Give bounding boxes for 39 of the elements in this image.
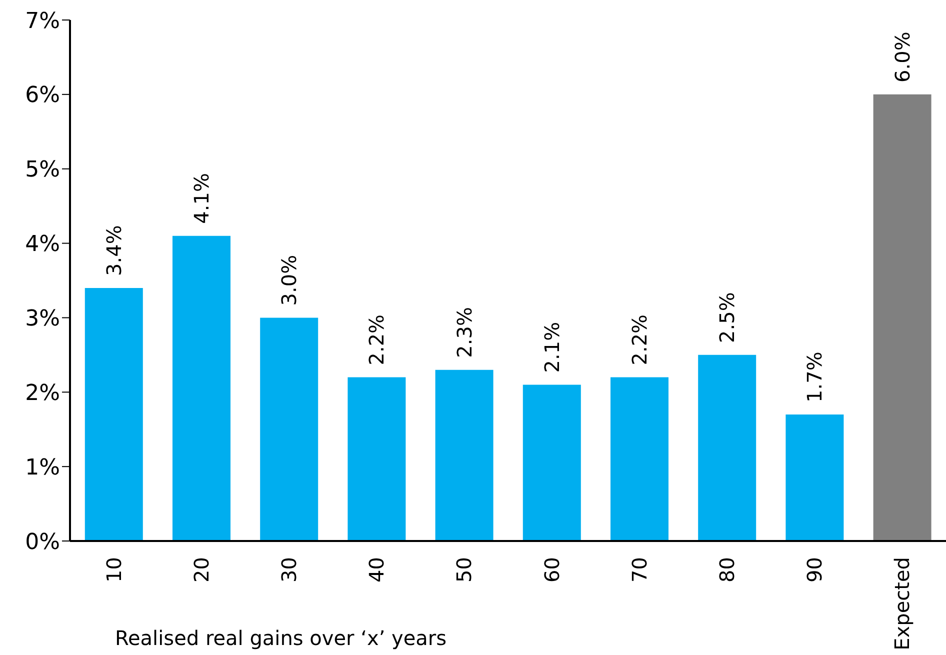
bar xyxy=(172,236,230,541)
data-label: 4.1% xyxy=(189,173,214,224)
bar xyxy=(522,384,581,541)
bar xyxy=(873,94,932,541)
x-tick-label: 40 xyxy=(364,557,389,582)
x-tick-label: 90 xyxy=(802,557,827,582)
data-label: 1.7% xyxy=(802,352,827,402)
data-label: 6.0% xyxy=(890,32,914,82)
data-label: 2.2% xyxy=(364,314,389,366)
data-label: 3.0% xyxy=(277,254,302,306)
y-tick-label: 4% xyxy=(25,232,60,258)
bar xyxy=(435,370,494,541)
x-tick-label: 70 xyxy=(627,557,652,582)
data-label: 2.3% xyxy=(452,307,476,358)
x-tick-label: 50 xyxy=(452,557,476,582)
data-label: 2.2% xyxy=(627,314,652,366)
y-tick-label: 6% xyxy=(25,83,60,108)
y-tick-label: 3% xyxy=(25,306,60,332)
x-tick-label: 20 xyxy=(189,557,214,582)
bar xyxy=(260,318,318,541)
bar xyxy=(786,414,844,541)
data-label: 3.4% xyxy=(102,225,126,276)
y-tick-label: 7% xyxy=(25,8,60,34)
x-tick-label: 60 xyxy=(540,557,564,582)
x-tick-label: 30 xyxy=(277,557,301,582)
bar xyxy=(610,377,668,541)
x-tick-label: 10 xyxy=(102,557,126,582)
x-tick-label: Expected xyxy=(890,557,914,650)
data-label: 2.1% xyxy=(540,322,564,373)
y-tick-label: 2% xyxy=(25,380,60,406)
y-tick-label: 5% xyxy=(25,158,60,183)
x-tick-label: 80 xyxy=(715,557,739,582)
y-tick-label: 1% xyxy=(25,455,60,480)
x-axis-title: Realised real gains over ‘x’ years xyxy=(115,626,447,650)
data-label: 2.5% xyxy=(715,292,740,343)
bar xyxy=(698,354,756,541)
bar xyxy=(84,288,143,541)
y-tick-label: 0% xyxy=(25,530,60,555)
bar xyxy=(348,377,406,541)
